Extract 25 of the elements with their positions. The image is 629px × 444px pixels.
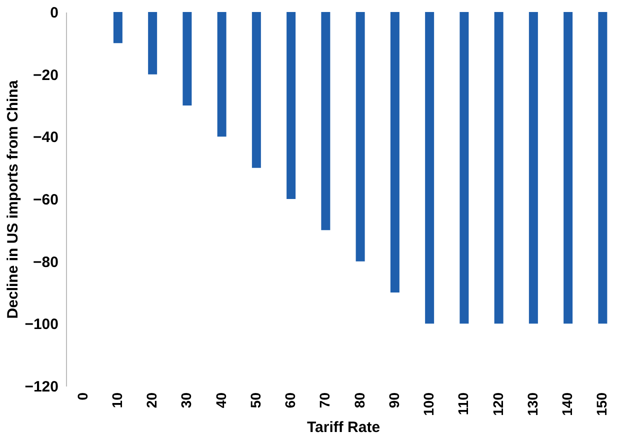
x-tick-label: 60 bbox=[282, 392, 298, 408]
x-tick-label: 130 bbox=[524, 392, 540, 416]
x-tick-label: 10 bbox=[108, 392, 125, 408]
y-tick-label: −120 bbox=[24, 378, 58, 396]
x-tick-label: 20 bbox=[144, 392, 160, 408]
x-tick-label: 140 bbox=[559, 392, 576, 416]
x-tick-label: 30 bbox=[178, 392, 194, 408]
x-tick-label: 150 bbox=[594, 392, 610, 416]
y-tick-label: −60 bbox=[33, 192, 58, 208]
y-axis-title: Decline in US imports from China bbox=[4, 80, 22, 319]
x-tick-label: 80 bbox=[351, 392, 368, 408]
y-tick-label: −100 bbox=[24, 316, 58, 334]
x-tick-label: 90 bbox=[386, 392, 402, 408]
x-axis-title: Tariff Rate bbox=[306, 418, 380, 436]
x-tick-label: 50 bbox=[247, 392, 264, 408]
x-tick-label: 70 bbox=[316, 392, 333, 408]
x-tick-label: 110 bbox=[455, 392, 472, 416]
y-tick-label: 0 bbox=[50, 4, 58, 22]
x-tick-label: 0 bbox=[74, 392, 90, 400]
y-tick-label: −20 bbox=[33, 66, 58, 84]
y-tick-label: −40 bbox=[33, 129, 58, 146]
x-tick-label: 120 bbox=[490, 392, 506, 416]
x-tick-label: 100 bbox=[420, 392, 437, 416]
y-tick-label: −80 bbox=[33, 254, 58, 271]
x-tick-label: 40 bbox=[212, 392, 229, 408]
